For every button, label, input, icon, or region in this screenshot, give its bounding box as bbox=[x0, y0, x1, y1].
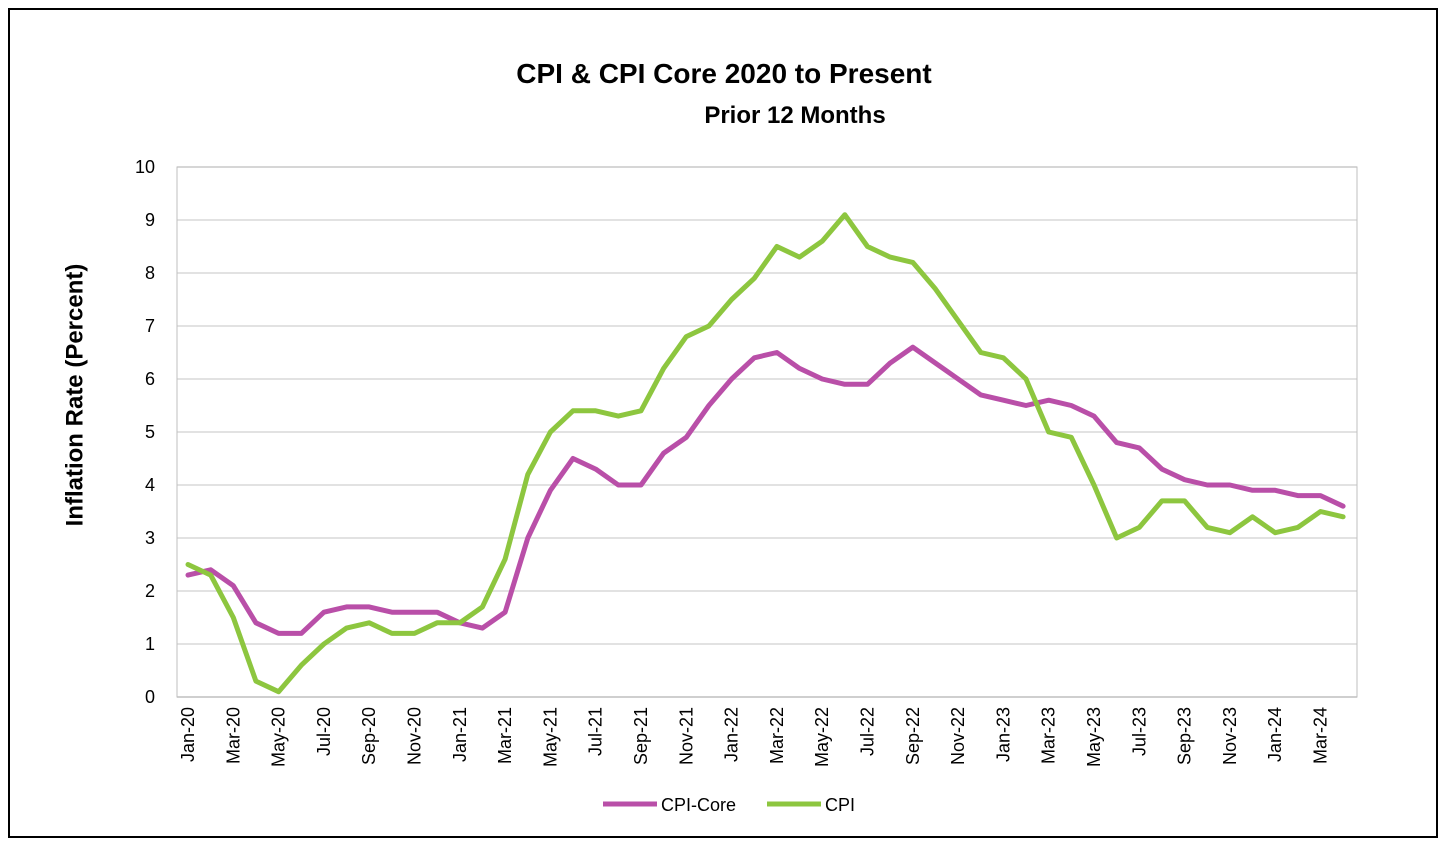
x-tick-label: Nov-23 bbox=[1220, 707, 1240, 765]
y-tick-label: 6 bbox=[145, 369, 155, 389]
x-tick-label: Mar-24 bbox=[1311, 707, 1331, 764]
y-tick-label: 10 bbox=[135, 157, 155, 177]
x-tick-label: Sep-20 bbox=[359, 707, 379, 765]
x-tick-label: Mar-22 bbox=[767, 707, 787, 764]
x-tick-label: May-23 bbox=[1084, 707, 1104, 767]
legend: CPI-Core CPI bbox=[603, 795, 855, 815]
x-axis-ticks: Jan-20 Mar-20 May-20 Jul-20 Sep-20 Nov-20 Jan-… bbox=[178, 707, 1331, 767]
y-tick-label: 2 bbox=[145, 581, 155, 601]
x-tick-label: Mar-23 bbox=[1039, 707, 1059, 764]
chart-frame bbox=[8, 8, 1438, 838]
chart-subtitle: Prior 12 Months bbox=[704, 102, 886, 129]
x-tick-label: Nov-21 bbox=[676, 707, 696, 765]
x-tick-label: Sep-22 bbox=[903, 707, 923, 765]
gridlines bbox=[177, 166, 1357, 698]
x-tick-label: Jan-22 bbox=[722, 707, 742, 762]
x-tick-label: Nov-22 bbox=[948, 707, 968, 765]
y-axis-ticks: 0 1 2 3 4 5 6 7 8 9 10 bbox=[135, 157, 155, 707]
x-tick-label: Mar-21 bbox=[495, 707, 515, 764]
x-tick-label: Sep-23 bbox=[1175, 707, 1195, 765]
x-tick-label: Jan-21 bbox=[450, 707, 470, 762]
series-line-cpi bbox=[185, 212, 1346, 695]
series-line-cpi-core bbox=[185, 344, 1346, 636]
chart-title: CPI & CPI Core 2020 to Present bbox=[516, 58, 932, 89]
y-tick-label: 1 bbox=[145, 634, 155, 654]
y-tick-label: 8 bbox=[145, 263, 155, 283]
x-tick-label: May-20 bbox=[269, 707, 289, 767]
x-tick-label: Sep-21 bbox=[631, 707, 651, 765]
x-tick-label: Nov-20 bbox=[405, 707, 425, 765]
plot-area-border bbox=[176, 166, 1358, 698]
x-tick-label: May-21 bbox=[540, 707, 560, 767]
legend-label: CPI-Core bbox=[661, 795, 736, 815]
y-tick-label: 9 bbox=[145, 210, 155, 230]
x-tick-label: May-22 bbox=[812, 707, 832, 767]
y-tick-label: 5 bbox=[145, 422, 155, 442]
legend-label: CPI bbox=[825, 795, 855, 815]
x-tick-label: Jul-23 bbox=[1129, 707, 1149, 756]
x-tick-label: Jan-20 bbox=[178, 707, 198, 762]
y-tick-label: 0 bbox=[145, 687, 155, 707]
x-tick-label: Jan-24 bbox=[1265, 707, 1285, 762]
x-tick-label: Jul-20 bbox=[314, 707, 334, 756]
x-tick-label: Mar-20 bbox=[223, 707, 243, 764]
y-axis-label: Inflation Rate (Percent) bbox=[61, 264, 88, 527]
x-tick-label: Jul-21 bbox=[586, 707, 606, 756]
y-tick-label: 4 bbox=[145, 475, 155, 495]
series-lines bbox=[185, 212, 1346, 695]
x-tick-label: Jul-22 bbox=[858, 707, 878, 756]
y-tick-label: 3 bbox=[145, 528, 155, 548]
y-tick-label: 7 bbox=[145, 316, 155, 336]
x-tick-label: Jan-23 bbox=[993, 707, 1013, 762]
